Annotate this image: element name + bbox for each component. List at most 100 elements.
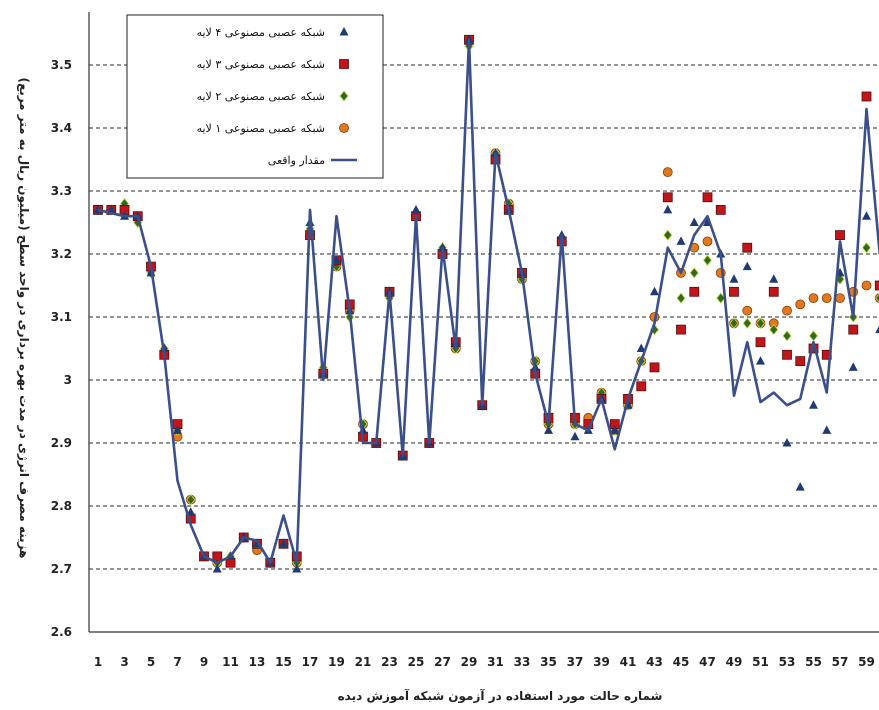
ann-4-layer-point [742,261,752,271]
ann-3-layer-point [715,204,726,215]
ann-1-layer-point [662,167,673,178]
x-tick-label: 43 [646,655,663,669]
ann-2-layer-point [663,229,673,241]
y-tick-labels: 2.6 2.7 2.8 2.9 3 3.1 3.2 3.3 3.4 3.5 [51,58,72,639]
x-tick-label: 25 [408,655,425,669]
ann-4-layer-point [795,482,805,491]
ann-4-layer-point [822,425,832,434]
y-tick-label: 3.1 [51,310,72,324]
ann-4-layer-point [411,204,421,214]
x-axis-title: شماره حالت مورد استفاده در آزمون شبکه آم… [338,688,663,704]
x-tick-label: 47 [699,655,716,669]
x-tick-label: 1 [94,655,102,669]
ann-2-layer-point [782,330,792,342]
ann-1-layer-point [821,293,832,304]
x-tick-label: 13 [249,655,266,669]
x-tick-label: 45 [673,655,690,669]
ann-4-layer-point [544,425,553,434]
x-tick-label: 17 [302,655,319,669]
legend-label: شبکه عصبی مصنوعی ۴ لایه [197,26,325,39]
x-tick-label: 59 [858,655,875,669]
legend-swatch-ann-3-layer [339,59,349,69]
y-tick-label: 3.2 [51,247,72,261]
ann-2-layer-point [875,293,879,303]
x-tick-label: 29 [461,655,478,669]
x-tick-label: 21 [355,655,372,669]
legend-label: شبکه عصبی مصنوعی ۳ لایه [197,58,325,71]
ann-2-layer-point [729,317,739,329]
x-tick-label: 41 [620,655,637,669]
x-tick-label: 3 [120,655,128,669]
x-tick-label: 19 [328,655,345,669]
x-tick-label: 37 [567,655,584,669]
x-tick-label: 9 [200,655,208,669]
ann-3-layer-point [782,349,792,360]
ann-1-layer-point [808,293,819,304]
ann-2-layer-point [186,494,196,506]
plot-area [93,34,879,573]
ann-3-layer-point [662,192,673,203]
x-tick-label: 55 [805,655,822,669]
actual-value-line [97,38,879,565]
ann-1-layer-point [835,293,845,304]
y-tick-label: 3.4 [51,121,72,135]
legend-label: شبکه عصبی مصنوعی ۲ لایه [197,90,325,103]
ann-4-layer-point [848,362,858,371]
ann-3-layer-point [212,551,223,562]
y-tick-label: 2.6 [51,625,72,639]
ann-3-layer-point [649,362,660,373]
x-tick-label: 27 [434,655,451,669]
legend: شبکه عصبی مصنوعی ۴ لایه شبکه عصبی مصنوعی … [126,14,384,179]
x-tick-label: 35 [540,655,557,669]
legend-swatch-ann-4-layer [339,27,349,36]
ann-2-layer-point [742,317,752,329]
ann-4-layer-point [862,211,871,220]
ann-2-layer-point [689,267,699,279]
y-tick-label: 3.3 [51,184,72,198]
x-tick-label: 51 [752,655,769,669]
ann-3-layer-point [768,286,779,297]
x-tick-label: 57 [832,655,849,669]
ann-1-layer-point [861,280,872,291]
ann-1-layer-point [782,305,792,316]
x-tick-label: 23 [381,655,398,669]
ann-4-layer-point [570,431,580,441]
ann-4-layer-point [279,538,288,548]
ann-1-layer-point [742,305,753,316]
ann-3-layer-point [689,286,700,297]
ann-3-layer-point [795,356,806,367]
ann-3-layer-point [755,337,766,348]
ann-3-layer-point [729,286,739,297]
x-tick-label: 49 [726,655,743,669]
legend-swatch-ann-2-layer [339,90,349,102]
y-tick-label: 3 [64,373,72,387]
ann-3-layer-point [676,324,686,335]
ann-2-layer-point [861,242,872,254]
ann-3-layer-point [874,280,879,291]
ann-4-layer-point [809,400,818,409]
ann-4-layer-point [782,438,792,447]
ann-3-layer-point [742,242,753,253]
ann-4-layer-point [729,274,739,283]
x-tick-label: 33 [514,655,531,669]
y-axis-title: هزینه مصرف انرژی در مدت بهره برداری در و… [16,78,31,559]
ann-3-layer-point [636,381,647,392]
x-tick-label: 31 [487,655,504,669]
ann-2-layer-point [755,317,766,329]
legend-label: شبکه عصبی مصنوعی ۱ لایه [197,122,325,135]
ann-2-layer-point [808,330,819,342]
ann-4-layer-point [650,286,659,296]
ann-4-layer-point [756,356,765,365]
ann-4-layer-point [292,564,302,573]
y-tick-label: 2.7 [51,562,72,576]
legend-swatch-ann-1-layer [339,123,349,133]
x-tick-label: 5 [147,655,155,669]
ann-4-layer-point [769,274,779,283]
ann-2-layer-point [769,323,779,336]
ann-2-layer-point [676,292,686,304]
axes [88,12,879,633]
ann-1-layer-point [795,299,806,310]
y-tick-label: 3.5 [51,58,72,72]
ann-4-layer-point [676,236,686,245]
